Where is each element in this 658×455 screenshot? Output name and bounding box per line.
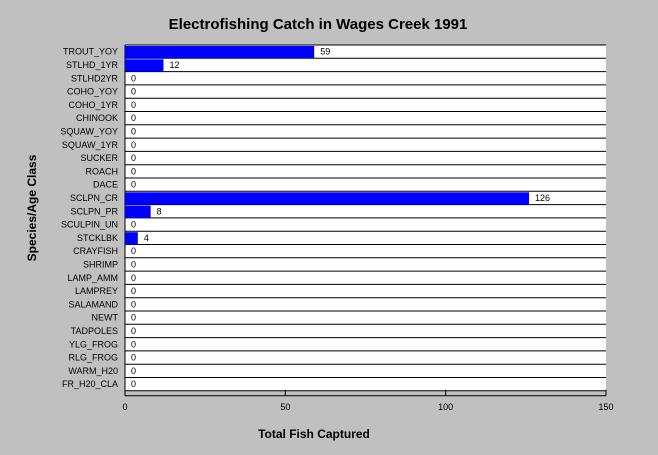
bar-value-label: 8 (157, 206, 162, 216)
x-axis: 0 50 100 150 (122, 389, 614, 412)
category-label: FR_H20_CLA (62, 379, 118, 389)
y-axis-label: Species/Age Class (25, 154, 39, 261)
x-tick-label: 0 (122, 402, 127, 412)
x-tick-label: 50 (280, 402, 290, 412)
bar-value-label: 0 (131, 73, 136, 83)
category-labels: TROUT_YOY STLHD_1YR STLHD2YR COHO_YOY COHO_1… (60, 47, 119, 389)
category-label: YLG_FROG (69, 339, 118, 349)
bar-value-label: 0 (131, 326, 136, 336)
category-label: TADPOLES (71, 326, 118, 336)
category-label: CHINOOK (76, 113, 118, 123)
bar-value-label: 126 (535, 193, 550, 203)
category-label: COHO_YOY (67, 87, 118, 97)
bar-value-label: 0 (131, 220, 136, 230)
category-label: STLHD_1YR (66, 60, 119, 70)
category-label: SALAMAND (68, 299, 118, 309)
bar-value-label: 0 (131, 246, 136, 256)
bar-value-label: 0 (131, 339, 136, 349)
category-label: LAMPREY (75, 286, 118, 296)
x-tick-label: 150 (598, 402, 613, 412)
category-label: NEWT (92, 313, 119, 323)
bar-value-label: 59 (320, 47, 330, 57)
bar-value-label: 0 (131, 353, 136, 363)
category-label: CRAYFISH (73, 246, 118, 256)
category-label: STCKLBK (77, 233, 118, 243)
bar-value-label: 0 (131, 87, 136, 97)
bar-value-label: 0 (131, 366, 136, 376)
category-label: SCULPIN_UN (61, 220, 118, 230)
bar-value-label: 0 (131, 153, 136, 163)
bar (125, 59, 164, 72)
bar-value-label: 0 (131, 259, 136, 269)
bar-value-label: 0 (131, 299, 136, 309)
category-label: STLHD2YR (71, 73, 119, 83)
bar-value-label: 0 (131, 273, 136, 283)
bar-value-label: 0 (131, 313, 136, 323)
category-label: SCLPN_PR (70, 206, 118, 216)
bar (125, 232, 138, 245)
category-label: SCLPN_CR (70, 193, 119, 203)
bar-value-label: 0 (131, 100, 136, 110)
bar (125, 205, 151, 218)
category-label: SQUAW_YOY (60, 126, 118, 136)
category-label: RLG_FROG (68, 353, 118, 363)
bar-value-label: 0 (131, 113, 136, 123)
category-label: WARM_H20 (68, 366, 118, 376)
bars (125, 46, 530, 245)
category-label: LAMP_AMM (67, 273, 118, 283)
category-label: DACE (93, 180, 118, 190)
category-label: TROUT_YOY (63, 47, 118, 57)
bar-value-label: 4 (144, 233, 149, 243)
bar-value-label: 0 (131, 126, 136, 136)
category-label: SUCKER (80, 153, 118, 163)
bar-value-label: 0 (131, 379, 136, 389)
chart-title: Electrofishing Catch in Wages Creek 1991 (169, 16, 468, 33)
bar-value-label: 0 (131, 166, 136, 176)
bar (125, 192, 530, 205)
category-label: SQUAW_1YR (62, 140, 119, 150)
category-label: SHRIMP (83, 259, 118, 269)
bar-value-label: 0 (131, 286, 136, 296)
bar (125, 46, 315, 59)
row-lines (124, 44, 606, 392)
x-axis-label: Total Fish Captured (258, 427, 370, 441)
x-tick-label: 100 (438, 402, 453, 412)
category-label: ROACH (85, 166, 118, 176)
bar-value-label: 0 (131, 140, 136, 150)
bar-value-label: 0 (131, 180, 136, 190)
category-label: COHO_1YR (68, 100, 118, 110)
bar-value-label: 12 (169, 60, 179, 70)
